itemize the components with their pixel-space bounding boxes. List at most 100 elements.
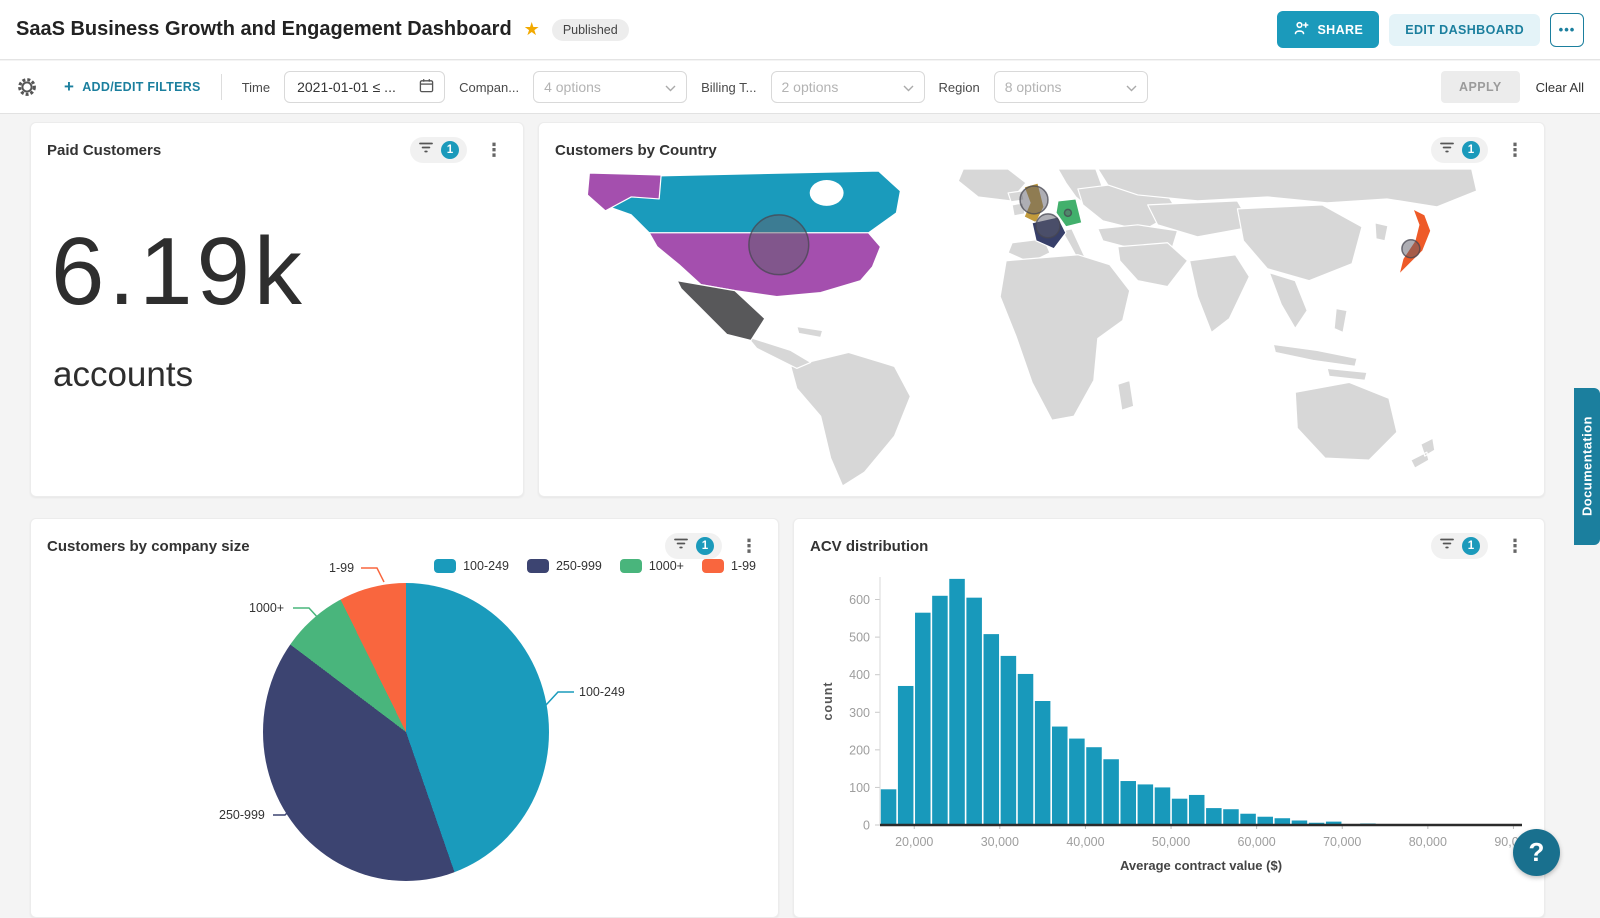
star-icon[interactable]: ★: [523, 19, 540, 39]
company-filter-select[interactable]: 4 options: [533, 71, 688, 103]
filter-label-company: Compan...: [459, 79, 520, 95]
filter-icon: [1439, 537, 1455, 555]
map-land-philippines: [1333, 307, 1348, 334]
billing-filter-select[interactable]: 2 options: [770, 71, 925, 103]
card-header: Customers by company size 1 ⋮: [31, 519, 778, 559]
chevron-down-icon: [1126, 79, 1137, 95]
map-bubble-france[interactable]: [1035, 213, 1061, 239]
histogram-ylabel: count: [821, 681, 835, 720]
widget-filter-chip[interactable]: 1: [1431, 533, 1488, 559]
pie-chart[interactable]: [263, 583, 549, 881]
map-bubble-japan[interactable]: [1401, 239, 1421, 259]
share-button[interactable]: SHARE: [1277, 11, 1380, 48]
legend-item[interactable]: 1-99: [701, 559, 756, 573]
map-land-cuba: [796, 325, 824, 339]
svg-text:20,000: 20,000: [895, 835, 933, 849]
company-filter-value: 4 options: [544, 79, 601, 95]
histogram-xticks: 20,000 30,000 40,000 50,000 60,000 70,000 80,0…: [895, 825, 1533, 849]
time-filter-value[interactable]: [295, 78, 412, 96]
widget-filter-chip[interactable]: 1: [1431, 137, 1488, 163]
legend-label: 1000+: [648, 559, 684, 573]
region-filter-select[interactable]: 8 options: [993, 71, 1148, 103]
map-bubble-germany[interactable]: [1063, 208, 1073, 218]
filter-label-region: Region: [938, 79, 980, 95]
histogram-svg[interactable]: 0 100 200 300 400 500 600 20,000 30,000 40,000 50…: [810, 567, 1533, 879]
ellipsis-icon: •••: [1558, 22, 1576, 37]
widget-filter-chip[interactable]: 1: [665, 533, 722, 559]
map-land-australia: [1294, 381, 1398, 461]
map-bubble-united-kingdom[interactable]: [1019, 185, 1049, 215]
pie-callout-label: 250-999: [219, 808, 265, 822]
map-land-middle-east: [1117, 242, 1189, 288]
svg-text:70,000: 70,000: [1323, 835, 1361, 849]
acv-distribution-card: ACV distribution 1 ⋮ 0 100 200 300 400 500 600…: [793, 518, 1545, 918]
card-title: ACV distribution: [810, 537, 929, 555]
apply-button[interactable]: APPLY: [1441, 71, 1520, 103]
edit-dashboard-label: EDIT DASHBOARD: [1405, 22, 1524, 37]
map-land-se-asia: [1268, 272, 1308, 330]
chevron-down-icon: [903, 79, 914, 95]
kebab-menu-icon[interactable]: ⋮: [1506, 536, 1524, 556]
world-map[interactable]: [539, 169, 1544, 497]
filter-label-time: Time: [241, 79, 271, 95]
filter-icon: [1439, 141, 1455, 159]
more-options-button[interactable]: •••: [1550, 12, 1584, 47]
clear-all-button[interactable]: Clear All: [1535, 79, 1584, 95]
paid-customers-card: Paid Customers 1 ⋮ 6.19k accounts: [30, 122, 524, 497]
legend-item[interactable]: 100-249: [434, 559, 509, 573]
svg-text:40,000: 40,000: [1066, 835, 1104, 849]
customers-by-country-card: Customers by Country 1 ⋮: [538, 122, 1545, 497]
kebab-menu-icon[interactable]: ⋮: [740, 536, 758, 556]
kebab-menu-icon[interactable]: ⋮: [1506, 140, 1524, 160]
edit-dashboard-button[interactable]: EDIT DASHBOARD: [1389, 13, 1540, 46]
chevron-down-icon: [665, 79, 676, 95]
histogram-container: 0 100 200 300 400 500 600 20,000 30,000 40,000 50…: [810, 567, 1533, 884]
map-land-new-zealand: [1410, 437, 1436, 469]
calendar-icon: [419, 78, 434, 96]
histogram-yticks: 0 100 200 300 400 500 600: [849, 577, 881, 833]
filter-bar: + ADD/EDIT FILTERS Time Compan... 4 opti…: [0, 61, 1600, 114]
legend-item[interactable]: 250-999: [526, 559, 602, 573]
documentation-tab[interactable]: Documentation: [1574, 388, 1600, 545]
card-header: ACV distribution 1 ⋮: [794, 519, 1544, 559]
card-header: Customers by Country 1 ⋮: [539, 123, 1544, 163]
svg-text:80,000: 80,000: [1409, 835, 1447, 849]
legend-swatch: [434, 559, 457, 573]
card-header-actions: 1 ⋮: [1431, 533, 1528, 559]
add-edit-filters-label: ADD/EDIT FILTERS: [82, 80, 201, 94]
filter-count-badge: 1: [441, 141, 459, 159]
card-title: Customers by Country: [555, 141, 717, 159]
filter-icon: [418, 141, 434, 159]
help-button[interactable]: ?: [1513, 829, 1560, 876]
kebab-menu-icon[interactable]: ⋮: [485, 140, 503, 160]
divider: [220, 74, 222, 100]
map-bubble-united-states[interactable]: [748, 214, 810, 276]
filter-count-badge: 1: [696, 537, 714, 555]
pie-callout-label: 1000+: [249, 601, 285, 615]
map-country-mexico: [676, 280, 766, 342]
map-land-china: [1236, 204, 1363, 282]
add-edit-filters-button[interactable]: + ADD/EDIT FILTERS: [64, 77, 201, 97]
map-land-indonesia-2: [1326, 367, 1368, 381]
widget-filter-chip[interactable]: 1: [410, 137, 467, 163]
svg-text:60,000: 60,000: [1238, 835, 1276, 849]
legend-item[interactable]: 1000+: [619, 559, 684, 573]
legend-swatch: [526, 559, 549, 573]
svg-text:30,000: 30,000: [981, 835, 1019, 849]
legend-swatch: [701, 559, 724, 573]
topbar-actions: SHARE EDIT DASHBOARD •••: [1277, 11, 1584, 48]
legend-swatch: [619, 559, 642, 573]
share-icon: [1293, 20, 1309, 39]
kpi-unit: accounts: [53, 355, 194, 394]
settings-gear-icon[interactable]: [16, 76, 38, 98]
map-land-africa: [999, 254, 1131, 421]
filter-count-badge: 1: [1462, 537, 1480, 555]
time-filter-input[interactable]: [284, 71, 446, 103]
card-title: Paid Customers: [47, 141, 162, 159]
legend-label: 100-249: [463, 559, 509, 573]
company-size-card: Customers by company size 1 ⋮ 100-249 25…: [30, 518, 779, 918]
map-land-korea: [1374, 222, 1389, 242]
page-title: SaaS Business Growth and Engagement Dash…: [16, 18, 512, 40]
card-title: Customers by company size: [47, 537, 250, 555]
pie-legend: 100-249 250-999 1000+ 1-99: [434, 559, 756, 573]
